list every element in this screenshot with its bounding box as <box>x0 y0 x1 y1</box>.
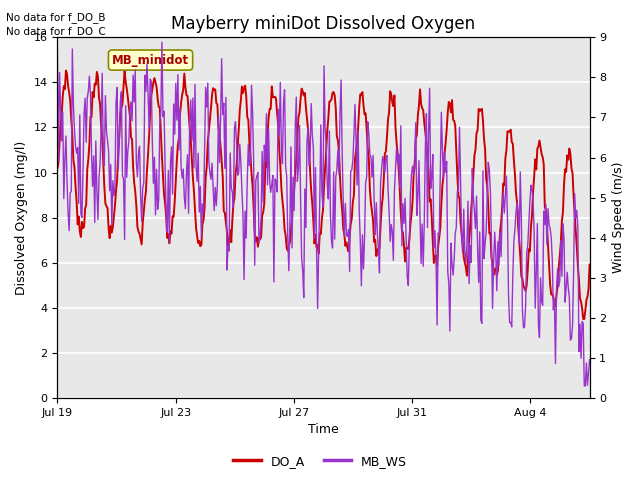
Y-axis label: Wind Speed (m/s): Wind Speed (m/s) <box>612 162 625 274</box>
X-axis label: Time: Time <box>308 423 339 436</box>
Title: Mayberry miniDot Dissolved Oxygen: Mayberry miniDot Dissolved Oxygen <box>172 15 476 33</box>
Text: No data for f_DO_C: No data for f_DO_C <box>6 26 106 37</box>
Legend: DO_A, MB_WS: DO_A, MB_WS <box>229 451 411 471</box>
Text: MB_minidot: MB_minidot <box>112 54 189 67</box>
Text: No data for f_DO_B: No data for f_DO_B <box>6 12 106 23</box>
Y-axis label: Dissolved Oxygen (mg/l): Dissolved Oxygen (mg/l) <box>15 141 28 295</box>
